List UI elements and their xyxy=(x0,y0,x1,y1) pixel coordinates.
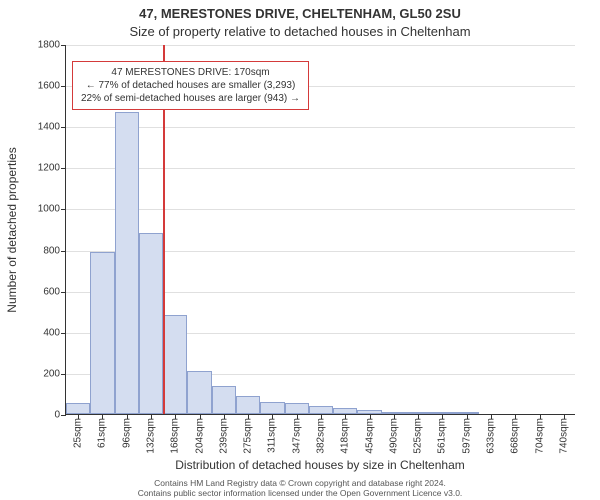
xtick-label: 418sqm xyxy=(340,418,351,454)
ytick-label: 1400 xyxy=(38,122,60,133)
ytick-mark xyxy=(61,168,66,169)
histogram-bar xyxy=(285,403,309,414)
annotation-line-1: 47 MERESTONES DRIVE: 170sqm xyxy=(81,66,300,79)
histogram-bar xyxy=(66,403,90,414)
ytick-label: 1200 xyxy=(38,163,60,174)
histogram-bar xyxy=(260,402,284,414)
chart-title: 47, MERESTONES DRIVE, CHELTENHAM, GL50 2… xyxy=(0,6,600,21)
gridline xyxy=(66,45,575,46)
xtick-label: 96sqm xyxy=(121,418,132,448)
histogram-bar xyxy=(90,252,114,414)
histogram-bar xyxy=(309,406,333,414)
ytick-mark xyxy=(61,209,66,210)
y-axis-label: Number of detached properties xyxy=(5,65,19,230)
xtick-label: 668sqm xyxy=(510,418,521,454)
chart-container: { "header": { "title": "47, MERESTONES D… xyxy=(0,0,600,500)
xtick-label: 633sqm xyxy=(486,418,497,454)
ytick-mark xyxy=(61,45,66,46)
xtick-label: 740sqm xyxy=(558,418,569,454)
plot-area: 02004006008001000120014001600180025sqm61… xyxy=(65,45,575,415)
gridline xyxy=(66,127,575,128)
xtick-label: 454sqm xyxy=(364,418,375,454)
annotation-line-3: 22% of semi-detached houses are larger (… xyxy=(81,92,300,105)
ytick-label: 1600 xyxy=(38,81,60,92)
ytick-mark xyxy=(61,86,66,87)
xtick-label: 61sqm xyxy=(97,418,108,448)
xtick-label: 132sqm xyxy=(146,418,157,454)
xtick-label: 25sqm xyxy=(73,418,84,448)
ytick-mark xyxy=(61,251,66,252)
xtick-label: 347sqm xyxy=(291,418,302,454)
chart-subtitle: Size of property relative to detached ho… xyxy=(0,24,600,39)
histogram-bar xyxy=(212,386,236,414)
footer-line-2: Contains public sector information licen… xyxy=(0,488,600,498)
ytick-mark xyxy=(61,127,66,128)
histogram-bar xyxy=(163,315,187,414)
histogram-bar xyxy=(236,396,260,415)
ytick-mark xyxy=(61,415,66,416)
ytick-mark xyxy=(61,292,66,293)
ytick-label: 1000 xyxy=(38,204,60,215)
histogram-bar xyxy=(187,371,211,414)
xtick-label: 275sqm xyxy=(243,418,254,454)
ytick-label: 400 xyxy=(43,327,60,338)
histogram-bar xyxy=(139,233,163,414)
footer-line-1: Contains HM Land Registry data © Crown c… xyxy=(0,478,600,488)
gridline xyxy=(66,168,575,169)
xtick-label: 168sqm xyxy=(170,418,181,454)
x-axis-label: Distribution of detached houses by size … xyxy=(65,458,575,472)
annotation-box: 47 MERESTONES DRIVE: 170sqm← 77% of deta… xyxy=(72,61,309,110)
ytick-label: 0 xyxy=(54,410,60,421)
gridline xyxy=(66,209,575,210)
xtick-label: 239sqm xyxy=(218,418,229,454)
ytick-label: 600 xyxy=(43,286,60,297)
annotation-line-2: ← 77% of detached houses are smaller (3,… xyxy=(81,79,300,92)
ytick-label: 200 xyxy=(43,368,60,379)
xtick-label: 597sqm xyxy=(461,418,472,454)
xtick-label: 704sqm xyxy=(534,418,545,454)
xtick-label: 561sqm xyxy=(437,418,448,454)
xtick-label: 311sqm xyxy=(267,418,278,453)
ytick-mark xyxy=(61,333,66,334)
footer-attribution: Contains HM Land Registry data © Crown c… xyxy=(0,478,600,498)
xtick-label: 204sqm xyxy=(194,418,205,454)
xtick-label: 525sqm xyxy=(413,418,424,454)
xtick-label: 490sqm xyxy=(388,418,399,454)
ytick-label: 1800 xyxy=(38,40,60,51)
ytick-mark xyxy=(61,374,66,375)
ytick-label: 800 xyxy=(43,245,60,256)
histogram-bar xyxy=(115,112,139,414)
xtick-label: 382sqm xyxy=(316,418,327,454)
